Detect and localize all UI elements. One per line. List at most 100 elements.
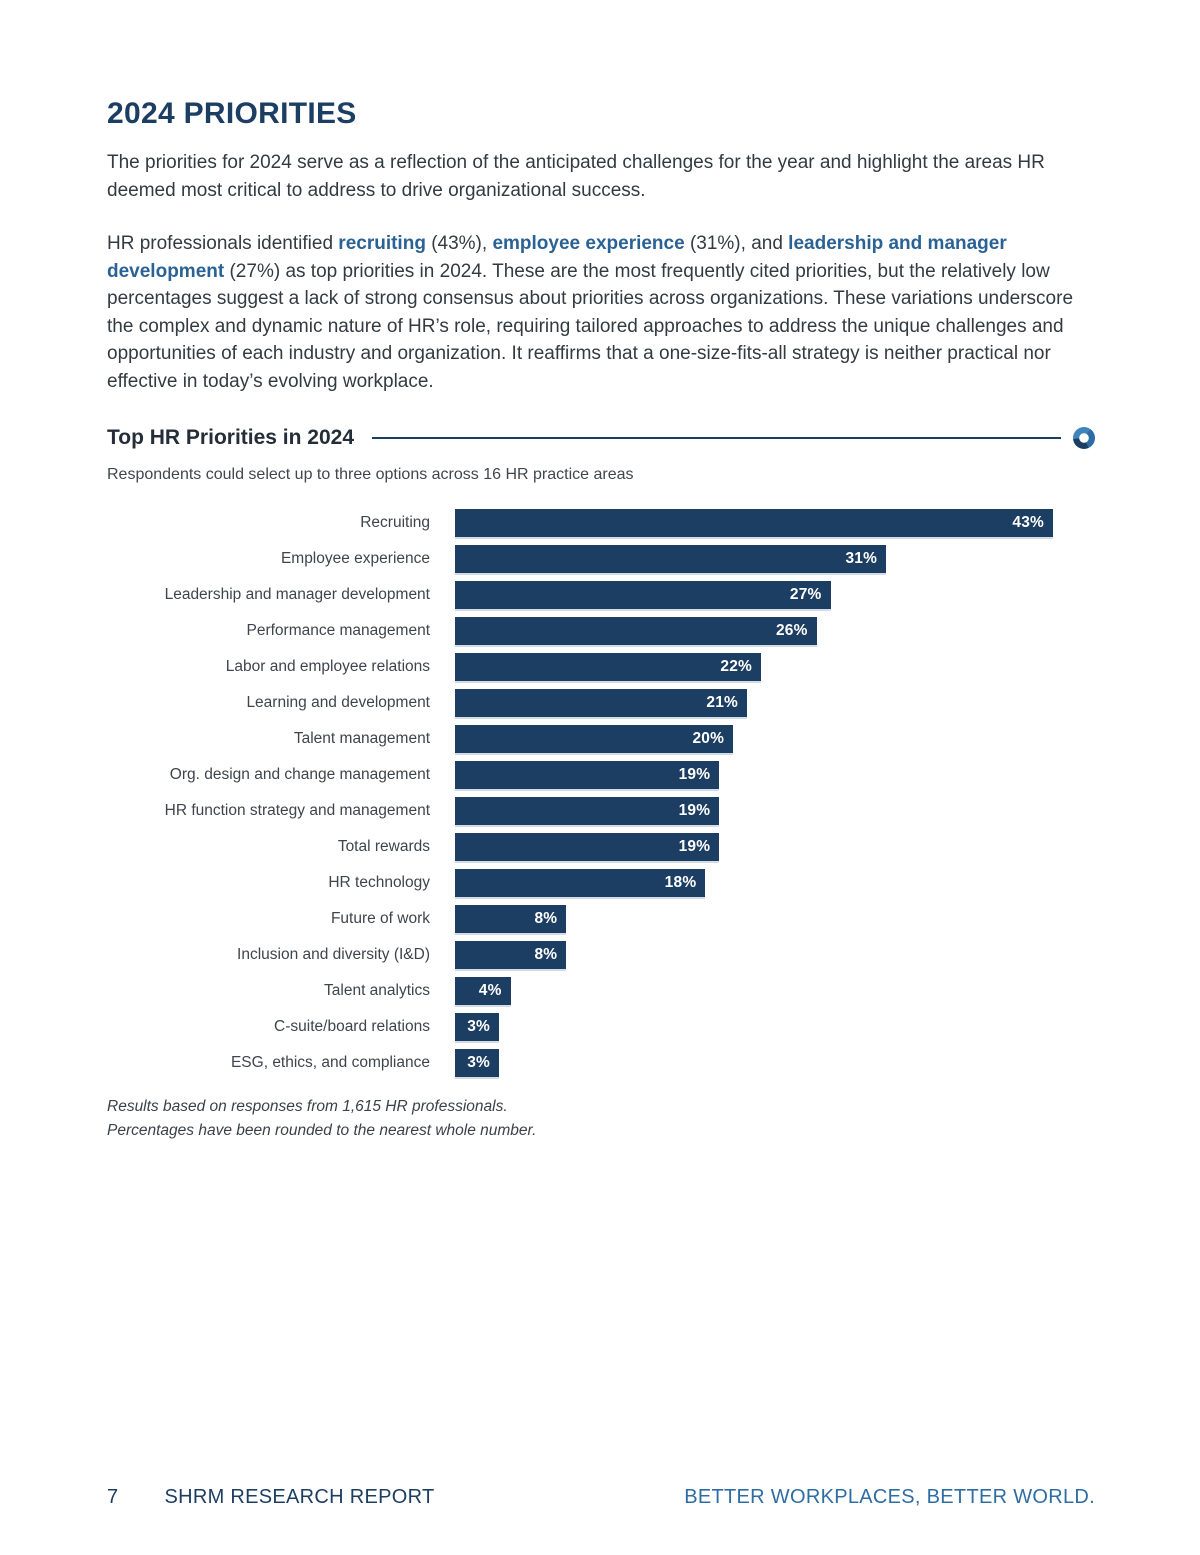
- bar: 19%: [455, 797, 720, 825]
- chart-row: C-suite/board relations 3%: [107, 1013, 1095, 1041]
- chart-row: Performance management 26%: [107, 617, 1095, 645]
- bar-track: 19%: [455, 833, 1095, 861]
- text-segment: HR professionals identified: [107, 233, 339, 254]
- highlight-leadership-development: leadership and manager development: [107, 233, 1007, 282]
- bar: 19%: [455, 833, 720, 861]
- page-number: 7: [107, 1486, 119, 1508]
- text-segment: (27%) as top priorities in 2024. These a…: [107, 260, 1074, 392]
- bar-label: ESG, ethics, and compliance: [230, 1054, 430, 1071]
- chart-row: Future of work 8%: [107, 905, 1095, 933]
- highlight-employee-experience: employee experience: [492, 233, 685, 254]
- bar-track: 22%: [455, 653, 1095, 681]
- chart-row: Leadership and manager development 27%: [107, 581, 1095, 609]
- bar-label: Performance management: [246, 622, 430, 639]
- text-segment: (31%), and: [684, 233, 789, 254]
- bar-value-label: 26%: [775, 622, 808, 639]
- intro-paragraph-2: HR professionals identified recruiting (…: [107, 230, 1095, 395]
- bar-label: Labor and employee relations: [225, 658, 430, 675]
- bar-chart: Recruiting 43% Employee experience 31% Leade…: [107, 509, 1095, 1077]
- bar-label: HR function strategy and management: [164, 802, 430, 819]
- bar-track: 26%: [455, 617, 1095, 645]
- bar: 21%: [455, 689, 747, 717]
- chart-header: Top HR Priorities in 2024: [107, 425, 1095, 451]
- bar-label: Employee experience: [280, 550, 430, 567]
- chart-row: Total rewards 19%: [107, 833, 1095, 861]
- bar-track: 19%: [455, 761, 1095, 789]
- bar: 26%: [455, 617, 817, 645]
- bar-value-label: 8%: [534, 910, 558, 927]
- footer-left: 7 SHRM RESEARCH REPORT: [107, 1486, 435, 1509]
- bar-track: 21%: [455, 689, 1095, 717]
- chart-row: Talent analytics 4%: [107, 977, 1095, 1005]
- shrm-spark-icon: [1073, 427, 1095, 449]
- title-rule: [372, 437, 1061, 439]
- bar-track: 4%: [455, 977, 1095, 1005]
- bar-value-label: 22%: [720, 658, 752, 675]
- bar-value-label: 4%: [478, 982, 502, 999]
- page-title: 2024 PRIORITIES: [107, 97, 357, 130]
- chart-row: Employee experience 31%: [107, 545, 1095, 573]
- bar-value-label: 20%: [692, 730, 725, 747]
- bar-value-label: 19%: [678, 766, 711, 783]
- bar: 3%: [455, 1013, 499, 1041]
- bar-track: 31%: [455, 545, 1095, 573]
- bar: 4%: [455, 977, 511, 1005]
- text-segment: (43%),: [425, 233, 493, 254]
- page-footer: 7 SHRM RESEARCH REPORT BETTER WORKPLACES…: [107, 1486, 1095, 1509]
- bar: 43%: [455, 509, 1053, 537]
- bar: 3%: [455, 1049, 499, 1077]
- bar: 20%: [455, 725, 734, 753]
- bar-value-label: 19%: [678, 802, 711, 819]
- footnote-line-1: Results based on responses from 1,615 HR…: [107, 1098, 508, 1115]
- chart-footnote: Results based on responses from 1,615 HR…: [107, 1095, 1095, 1143]
- chart-row: Inclusion and diversity (I&D) 8%: [107, 941, 1095, 969]
- bar-label: Future of work: [330, 910, 430, 927]
- footer-tagline: BETTER WORKPLACES, BETTER WORLD.: [684, 1486, 1095, 1508]
- footnote-line-2: Percentages have been rounded to the nea…: [107, 1122, 537, 1139]
- bar-label: Org. design and change management: [169, 766, 430, 783]
- highlight-recruiting: recruiting: [338, 233, 426, 254]
- bar-label: Talent analytics: [324, 982, 430, 999]
- bar-value-label: 3%: [467, 1018, 490, 1035]
- bar-label: Leadership and manager development: [164, 586, 430, 603]
- bar-label: Recruiting: [360, 514, 430, 531]
- bar-label: Talent management: [293, 730, 430, 747]
- chart-row: Org. design and change management 19%: [107, 761, 1095, 789]
- bar-track: 20%: [455, 725, 1095, 753]
- bar-value-label: 31%: [845, 550, 878, 567]
- bar: 8%: [455, 941, 567, 969]
- bar-value-label: 19%: [678, 838, 711, 855]
- bar-value-label: 3%: [467, 1054, 490, 1071]
- bar-value-label: 27%: [789, 586, 822, 603]
- bar-track: 19%: [455, 797, 1095, 825]
- bar-label: HR technology: [328, 874, 430, 891]
- intro-paragraph-1: The priorities for 2024 serve as a refle…: [107, 152, 1045, 201]
- bar-track: 18%: [455, 869, 1095, 897]
- bar: 27%: [455, 581, 831, 609]
- bar-track: 8%: [455, 905, 1095, 933]
- bar-label: C-suite/board relations: [274, 1018, 430, 1035]
- bar-track: 3%: [455, 1049, 1095, 1077]
- bar-track: 43%: [455, 509, 1095, 537]
- chart-title: Top HR Priorities in 2024: [107, 426, 355, 449]
- bar-label: Learning and development: [246, 694, 430, 711]
- chart-row: Learning and development 21%: [107, 689, 1095, 717]
- bar-label: Total rewards: [337, 838, 430, 855]
- bar-value-label: 18%: [664, 874, 697, 891]
- chart-row: ESG, ethics, and compliance 3%: [107, 1049, 1095, 1077]
- bar: 19%: [455, 761, 720, 789]
- bar: 31%: [455, 545, 887, 573]
- chart-row: HR function strategy and management 19%: [107, 797, 1095, 825]
- chart-row: HR technology 18%: [107, 869, 1095, 897]
- bar-value-label: 21%: [706, 694, 738, 711]
- chart-subtitle: Respondents could select up to three opt…: [107, 466, 634, 483]
- chart-row: Labor and employee relations 22%: [107, 653, 1095, 681]
- chart-row: Recruiting 43%: [107, 509, 1095, 537]
- bar-track: 3%: [455, 1013, 1095, 1041]
- bar-track: 27%: [455, 581, 1095, 609]
- chart-row: Talent management 20%: [107, 725, 1095, 753]
- bar-value-label: 43%: [1012, 514, 1044, 531]
- bar: 8%: [455, 905, 567, 933]
- bar: 18%: [455, 869, 706, 897]
